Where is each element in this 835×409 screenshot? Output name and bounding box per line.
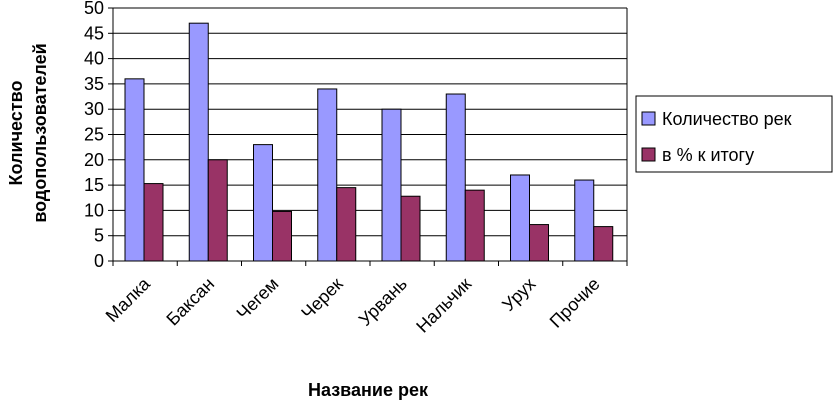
y-tick-label: 30 bbox=[84, 99, 104, 119]
y-axis-title: Количество водопользователей bbox=[6, 43, 50, 222]
legend-frame bbox=[635, 95, 833, 173]
x-tick-labels: Малка Баксан Чегем Черек Урвань Нальчик Урух Пр… bbox=[102, 273, 604, 337]
bar-count bbox=[188, 22, 209, 262]
x-tick-label: Чегем bbox=[233, 274, 283, 324]
legend-swatch bbox=[641, 147, 656, 162]
x-tick-label: Черек bbox=[297, 274, 347, 324]
y-tick-label: 45 bbox=[84, 23, 104, 43]
axes bbox=[108, 7, 628, 266]
legend: Количество рек в % к итогу bbox=[635, 95, 833, 173]
y-tick-label: 15 bbox=[84, 175, 104, 195]
legend-label: Количество рек bbox=[662, 109, 792, 129]
bar-percent bbox=[400, 195, 421, 262]
y-tick-label: 0 bbox=[94, 251, 104, 271]
bar-percent bbox=[207, 159, 228, 262]
x-tick-label: Урух bbox=[498, 274, 539, 315]
bar-percent bbox=[529, 224, 549, 262]
x-axis-title: Название рек bbox=[308, 380, 429, 400]
bar-percent bbox=[336, 187, 357, 262]
legend-swatch bbox=[641, 111, 656, 126]
bar-percent bbox=[464, 189, 485, 262]
y-axis-title-line-2: водопользователей bbox=[30, 43, 50, 222]
y-tick-label: 50 bbox=[84, 0, 104, 18]
y-tick-label: 20 bbox=[84, 150, 104, 170]
x-tick-label: Нальчик bbox=[412, 274, 475, 337]
bar-count bbox=[445, 93, 466, 262]
y-tick-label: 40 bbox=[84, 49, 104, 69]
y-tick-label: 35 bbox=[84, 74, 104, 94]
bar-percent bbox=[272, 210, 292, 262]
y-tick-labels: 0 5 10 15 20 25 30 35 40 45 50 bbox=[84, 0, 104, 271]
x-tick-label: Малка bbox=[102, 273, 155, 326]
y-tick-label: 5 bbox=[94, 226, 104, 246]
bar-count bbox=[510, 174, 530, 262]
bar-percent bbox=[143, 183, 164, 262]
legend-label: в % к итогу bbox=[662, 145, 754, 165]
x-tick-label: Прочие bbox=[546, 274, 604, 332]
x-tick-label: Урвань bbox=[355, 274, 411, 330]
y-axis-title-line-1: Количество bbox=[6, 81, 26, 186]
bar-count bbox=[124, 78, 145, 262]
bar-count bbox=[253, 144, 273, 262]
bar-percent bbox=[593, 226, 614, 262]
y-tick-label: 10 bbox=[84, 200, 104, 220]
bar-count bbox=[381, 108, 402, 262]
bar-count bbox=[574, 179, 595, 262]
bar-count bbox=[317, 88, 338, 262]
y-tick-label: 25 bbox=[84, 125, 104, 145]
x-tick-label: Баксан bbox=[162, 274, 218, 330]
